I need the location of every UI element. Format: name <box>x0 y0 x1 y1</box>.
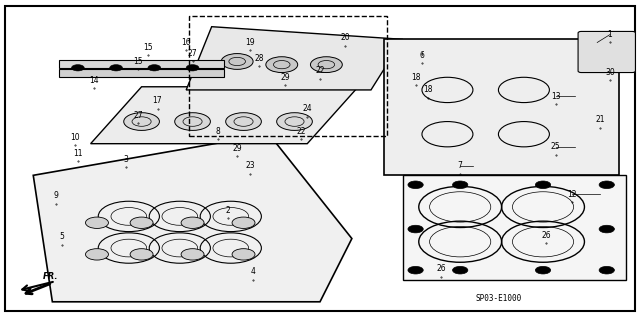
Text: 22: 22 <box>296 127 306 136</box>
FancyBboxPatch shape <box>4 6 636 311</box>
Circle shape <box>536 181 550 189</box>
Text: 12: 12 <box>567 190 577 199</box>
Circle shape <box>124 113 159 130</box>
Circle shape <box>276 113 312 130</box>
Text: 26: 26 <box>436 264 446 273</box>
Text: 19: 19 <box>245 38 255 47</box>
Text: 22: 22 <box>316 66 324 76</box>
Circle shape <box>181 217 204 228</box>
Text: 18: 18 <box>424 85 433 94</box>
Text: 5: 5 <box>60 233 65 241</box>
FancyBboxPatch shape <box>578 32 636 72</box>
Circle shape <box>599 181 614 189</box>
Circle shape <box>181 249 204 260</box>
Circle shape <box>310 57 342 72</box>
Circle shape <box>452 266 468 274</box>
Text: 7: 7 <box>458 161 463 170</box>
Circle shape <box>599 225 614 233</box>
Circle shape <box>175 113 211 130</box>
Circle shape <box>408 266 423 274</box>
Circle shape <box>109 65 122 71</box>
Text: 23: 23 <box>245 161 255 170</box>
Circle shape <box>599 266 614 274</box>
Circle shape <box>86 217 108 228</box>
Polygon shape <box>403 175 626 280</box>
Circle shape <box>226 113 261 130</box>
Text: 27: 27 <box>134 111 143 120</box>
Text: 9: 9 <box>53 191 58 200</box>
Polygon shape <box>33 134 352 302</box>
Text: 24: 24 <box>303 104 312 113</box>
Text: 10: 10 <box>70 133 79 142</box>
Text: FR.: FR. <box>43 272 58 281</box>
FancyBboxPatch shape <box>59 69 225 77</box>
Text: 1: 1 <box>607 30 612 39</box>
Circle shape <box>86 249 108 260</box>
Text: 28: 28 <box>255 54 264 63</box>
Text: 21: 21 <box>596 115 605 124</box>
Text: 13: 13 <box>551 92 561 101</box>
FancyBboxPatch shape <box>59 60 225 68</box>
Text: 18: 18 <box>411 73 420 82</box>
Text: 26: 26 <box>541 231 551 240</box>
Text: 8: 8 <box>216 127 220 136</box>
Text: 15: 15 <box>134 57 143 66</box>
Text: 29: 29 <box>280 73 290 82</box>
Text: 29: 29 <box>232 144 242 153</box>
Polygon shape <box>186 27 403 90</box>
Text: 20: 20 <box>340 33 350 42</box>
Circle shape <box>130 217 153 228</box>
Polygon shape <box>384 39 620 175</box>
Circle shape <box>536 266 550 274</box>
Text: 27: 27 <box>188 49 197 58</box>
Circle shape <box>408 181 423 189</box>
Circle shape <box>266 57 298 72</box>
Polygon shape <box>91 87 358 144</box>
Circle shape <box>186 65 199 71</box>
Text: 11: 11 <box>73 149 83 158</box>
Text: 30: 30 <box>605 68 615 77</box>
Text: 6: 6 <box>419 51 424 60</box>
Text: 17: 17 <box>153 97 163 106</box>
Circle shape <box>232 249 255 260</box>
Circle shape <box>232 217 255 228</box>
Circle shape <box>72 65 84 71</box>
Text: 2: 2 <box>225 206 230 215</box>
Circle shape <box>130 249 153 260</box>
Circle shape <box>148 65 161 71</box>
Text: 15: 15 <box>143 43 153 52</box>
Text: 14: 14 <box>89 76 99 85</box>
Circle shape <box>221 54 253 69</box>
Text: SP03-E1000: SP03-E1000 <box>476 294 522 303</box>
Circle shape <box>408 225 423 233</box>
Text: 3: 3 <box>124 155 128 164</box>
Text: 16: 16 <box>181 38 191 47</box>
Text: 4: 4 <box>251 267 255 276</box>
Circle shape <box>452 181 468 189</box>
Text: 25: 25 <box>551 142 561 151</box>
